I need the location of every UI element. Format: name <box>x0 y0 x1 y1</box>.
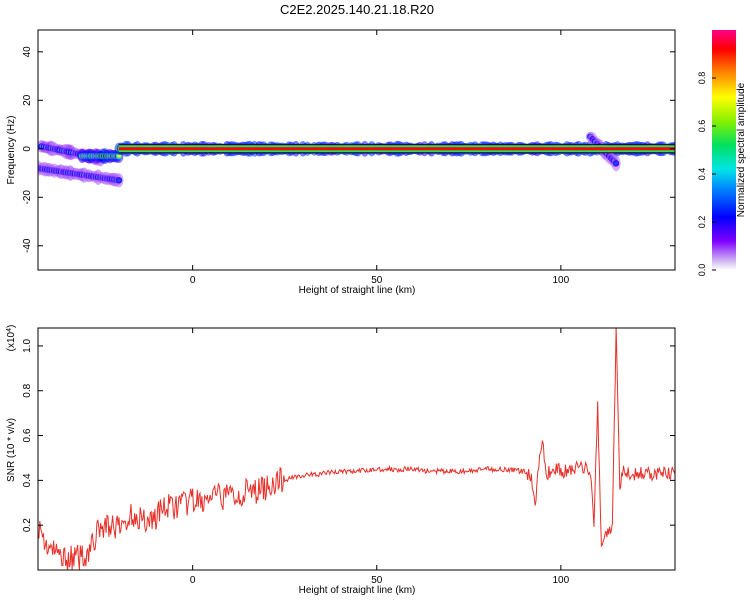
y-tick-label: -20 <box>22 190 33 205</box>
spectrogram-y-ticks: 40 20 0 -20 -40 <box>22 46 675 253</box>
y-tick-label: 0.4 <box>22 473 33 487</box>
colorbar-tick-label: 0.0 <box>697 264 707 277</box>
snr-series-line <box>38 328 675 570</box>
spectral-core <box>613 161 619 165</box>
y-tick-label: 40 <box>22 46 33 58</box>
spectrogram-x-ticks: 0 50 100 <box>190 30 570 286</box>
spectral-feature <box>77 148 124 164</box>
figure-title: C2E2.2025.140.21.18.R20 <box>280 2 434 17</box>
snr-y-label: SNR (10 * v/v) <box>6 418 17 482</box>
spectrogram-y-label: Frequency (Hz) <box>6 116 17 185</box>
snr-panel: 0 50 100 0.2 0.4 0.6 0.8 1.0 Height of straigh… <box>6 325 676 596</box>
snr-frame <box>37 327 676 571</box>
snr-exponent-close: ) <box>6 325 17 328</box>
colorbar-tick-label: 0.6 <box>697 120 707 133</box>
spectrogram-frame <box>37 29 676 271</box>
snr-y-ticks: 0.2 0.4 0.6 0.8 1.0 <box>22 339 675 532</box>
y-tick-label: 0 <box>22 146 33 152</box>
y-tick-label: 0.2 <box>22 518 33 532</box>
x-tick-label: 50 <box>371 275 383 286</box>
x-tick-label: 100 <box>553 275 570 286</box>
y-tick-label: 0.8 <box>22 383 33 397</box>
snr-marks <box>38 328 675 570</box>
snr-exponent-base: (x10 <box>6 331 17 351</box>
colorbar-label: Normalized spectral amplitude <box>736 82 747 217</box>
snr-x-label: Height of straight line (km) <box>299 585 416 596</box>
spectrogram-x-label: Height of straight line (km) <box>299 285 416 296</box>
colorbar-scale <box>712 30 736 270</box>
x-tick-label: 50 <box>371 575 383 586</box>
spectrogram-panel: 0 50 100 40 20 0 -20 -40 Height of straight li… <box>6 29 676 296</box>
y-tick-label: -40 <box>22 238 33 253</box>
snr-exponent-power: 4 <box>6 328 13 332</box>
y-tick-label: 0.6 <box>22 428 33 442</box>
colorbar-tick-label: 0.4 <box>697 168 707 181</box>
y-tick-label: 20 <box>22 94 33 106</box>
snr-x-ticks: 0 50 100 <box>190 328 570 586</box>
snr-y-exponent: (x104) <box>6 325 18 352</box>
x-tick-label: 0 <box>190 275 196 286</box>
x-tick-label: 0 <box>190 575 196 586</box>
colorbar-ticks: 0.0 0.2 0.4 0.6 0.8 <box>697 72 716 277</box>
spectral-core <box>116 154 122 158</box>
x-tick-label: 100 <box>553 575 570 586</box>
y-tick-label: 1.0 <box>22 339 33 353</box>
colorbar: 0.0 0.2 0.4 0.6 0.8 Normalized spectral ampl… <box>697 30 747 276</box>
spectral-core <box>116 178 122 182</box>
spectrogram-marks <box>38 131 675 188</box>
colorbar-tick-label: 0.8 <box>697 72 707 85</box>
spectral-feature <box>38 160 124 188</box>
colorbar-tick-label: 0.2 <box>697 216 707 229</box>
